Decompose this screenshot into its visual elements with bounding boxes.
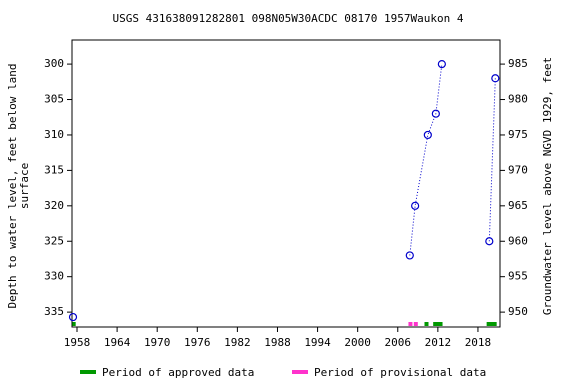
y-tick-label: 315 (44, 163, 64, 176)
y2-tick-label: 975 (508, 128, 528, 141)
y2-tick-label: 965 (508, 199, 528, 212)
y2-tick-label: 980 (508, 93, 528, 106)
y2-tick-label: 985 (508, 57, 528, 70)
x-tick-label: 2012 (425, 336, 452, 349)
period-bar (486, 322, 497, 326)
y-axis-label: Depth to water level, feet below land (6, 63, 19, 308)
y-tick-label: 325 (44, 234, 64, 247)
data-point (411, 201, 420, 210)
period-bar (413, 322, 418, 326)
y-tick-label: 305 (44, 93, 64, 106)
legend-label: Period of approved data (102, 366, 254, 379)
y2-tick-label: 960 (508, 234, 528, 247)
x-tick-label: 1970 (144, 336, 171, 349)
x-tick-label: 1958 (64, 336, 91, 349)
x-tick-label: 1994 (304, 336, 331, 349)
data-point (423, 130, 432, 140)
x-tick-label: 1976 (184, 336, 211, 349)
y2-tick-label: 955 (508, 270, 528, 283)
y-tick-label: 320 (44, 199, 64, 212)
y2-tick-label: 970 (508, 163, 528, 176)
plot-frame (71, 39, 501, 328)
data-point (405, 251, 414, 260)
x-tick-label: 1988 (264, 336, 291, 349)
series-line (409, 64, 496, 256)
x-tick-label: 1964 (104, 336, 131, 349)
data-point (491, 74, 500, 83)
x-tick-label: 2018 (465, 336, 492, 349)
period-bar (408, 322, 413, 326)
y-axis-label: surface (18, 163, 31, 209)
period-bar (72, 322, 76, 326)
data-point (437, 59, 446, 69)
period-bar (433, 322, 443, 326)
y-tick-label: 300 (44, 57, 64, 70)
x-tick-label: 2006 (385, 336, 412, 349)
data-point (431, 109, 440, 118)
data-point (68, 312, 78, 322)
y2-axis-label: Groundwater level above NGVD 1929, feet (541, 57, 554, 315)
x-tick-label: 1982 (224, 336, 251, 349)
y-tick-label: 335 (44, 305, 64, 318)
x-tick-label: 2000 (344, 336, 371, 349)
period-bar (424, 322, 429, 326)
chart-title: USGS 431638091282801 098N05W30ACDC 08170… (113, 12, 464, 25)
legend-label: Period of provisional data (314, 366, 486, 379)
y2-tick-label: 950 (508, 305, 528, 318)
y-tick-label: 330 (44, 270, 64, 283)
data-point (485, 237, 494, 246)
y-tick-label: 310 (44, 128, 64, 141)
